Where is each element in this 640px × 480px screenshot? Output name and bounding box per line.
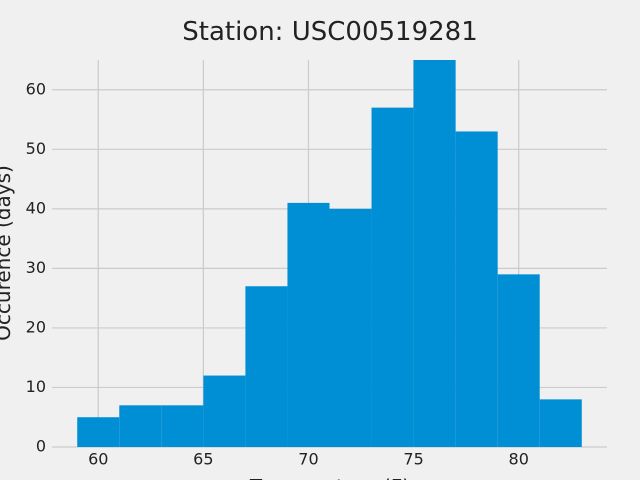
y-tick-label: 30 (26, 258, 46, 277)
bar (539, 399, 582, 447)
y-tick-label: 10 (26, 377, 46, 396)
bar (203, 375, 246, 447)
bar (329, 208, 372, 447)
bar (77, 417, 120, 447)
y-tick-label: 0 (36, 437, 46, 456)
x-tick-label: 70 (298, 450, 318, 469)
y-axis-label: Occurence (days) (0, 165, 15, 341)
y-tick-label: 60 (26, 79, 46, 98)
bar (161, 405, 204, 447)
y-tick-label: 20 (26, 317, 46, 336)
bar (413, 60, 456, 447)
bar (371, 107, 414, 447)
y-tick-label: 50 (26, 139, 46, 158)
x-tick-label: 75 (403, 450, 423, 469)
bar (287, 202, 330, 447)
chart-title: Station: USC00519281 (182, 17, 477, 47)
x-tick-label: 80 (509, 450, 529, 469)
bar (497, 274, 540, 447)
y-tick-label: 40 (26, 198, 46, 217)
x-axis-label: Temperature (F) (249, 475, 410, 480)
x-tick-label: 60 (88, 450, 108, 469)
bar (455, 131, 498, 447)
x-tick-label: 65 (193, 450, 213, 469)
bar (245, 286, 288, 447)
bar (119, 405, 162, 447)
